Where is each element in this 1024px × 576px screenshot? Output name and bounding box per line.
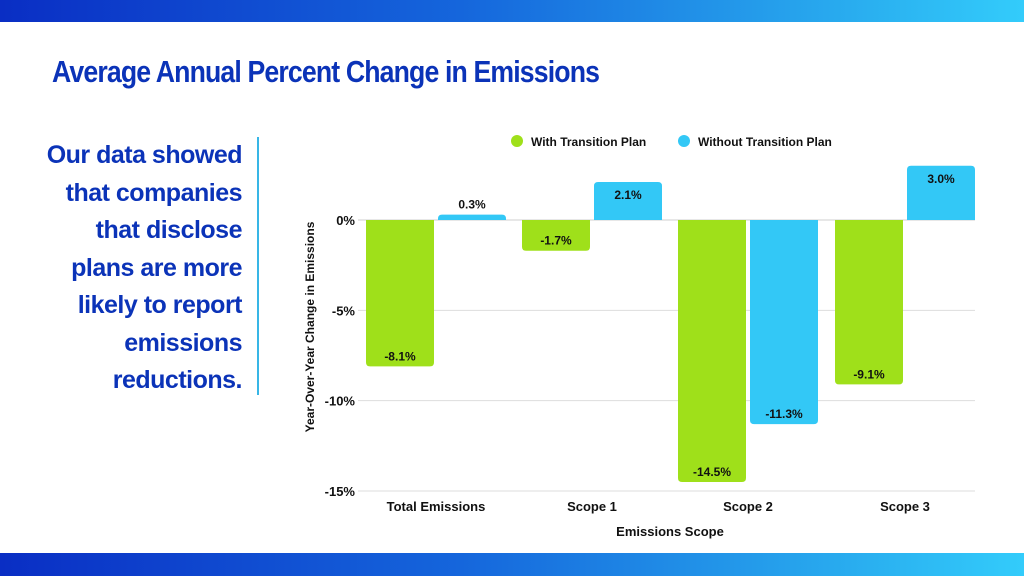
legend-swatch-without-plan (678, 135, 690, 147)
bar-with-plan (366, 220, 434, 367)
bars (366, 165, 975, 482)
y-axis-label: Year-Over-Year Change in Emissions (303, 221, 317, 432)
y-tick-label: 0% (336, 213, 355, 228)
bar-without-plan (438, 214, 506, 220)
data-label: -9.1% (853, 367, 885, 381)
y-axis-ticks: 0% -5% -10% -15% (325, 213, 356, 499)
bar-with-plan (678, 220, 746, 482)
legend-swatch-with-plan (511, 135, 523, 147)
y-tick-label: -15% (325, 484, 356, 499)
x-tick-label: Scope 1 (567, 499, 617, 514)
y-tick-label: -10% (325, 394, 356, 409)
top-gradient-band (0, 0, 1024, 22)
data-label: -14.5% (693, 465, 731, 479)
data-labels: -8.1% -1.7% -14.5% -9.1% 0.3% 2.1% -11.3% 3.0% (384, 172, 955, 479)
bar-without-plan (907, 165, 975, 220)
x-tick-label: Scope 2 (723, 499, 773, 514)
x-axis-label: Emissions Scope (616, 524, 724, 539)
data-label: 3.0% (927, 172, 955, 186)
y-tick-label: -5% (332, 303, 356, 318)
page-title: Average Annual Percent Change in Emissio… (52, 54, 600, 89)
bar-without-plan (594, 182, 662, 220)
x-tick-label: Total Emissions (387, 499, 486, 514)
data-label: 2.1% (614, 188, 642, 202)
x-tick-label: Scope 3 (880, 499, 930, 514)
legend: With Transition Plan Without Transition P… (511, 135, 832, 149)
bar-with-plan (522, 220, 590, 251)
legend-label: With Transition Plan (531, 135, 646, 149)
summary-text: Our data showed that companies that disc… (46, 141, 243, 394)
bar-with-plan (835, 220, 903, 385)
data-label: 0.3% (458, 198, 486, 212)
bottom-gradient-band (0, 553, 1024, 576)
x-axis-ticks: Total Emissions Scope 1 Scope 2 Scope 3 (387, 499, 930, 514)
data-label: -11.3% (765, 407, 803, 421)
legend-label: Without Transition Plan (698, 135, 832, 149)
data-label: -1.7% (540, 234, 572, 248)
bar-without-plan (750, 220, 818, 425)
accent-divider (257, 137, 259, 395)
data-label: -8.1% (384, 349, 416, 363)
